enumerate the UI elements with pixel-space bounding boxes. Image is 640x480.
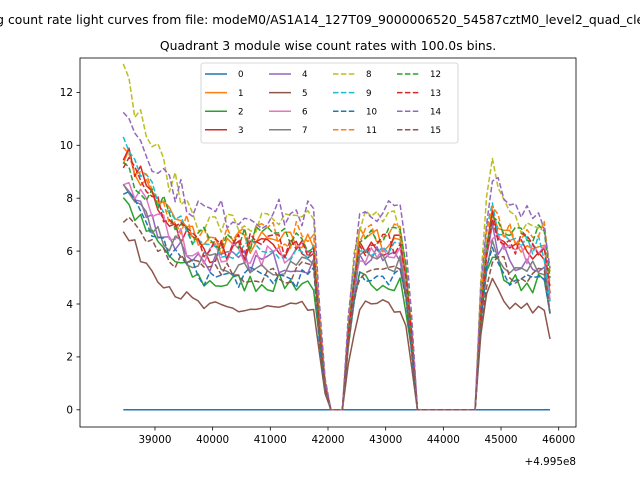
y-tick-label: 0: [66, 405, 73, 417]
legend-label-8: 8: [366, 70, 372, 80]
y-tick-label: 8: [66, 193, 73, 205]
x-tick-label: 46000: [542, 434, 575, 446]
legend-label-3: 3: [238, 126, 244, 136]
y-tick-label: 4: [66, 299, 73, 311]
legend-label-14: 14: [430, 107, 442, 117]
y-tick-label: 6: [66, 246, 73, 258]
legend-label-10: 10: [366, 107, 377, 117]
x-tick-label: 45000: [484, 434, 517, 446]
x-tick-label: 40000: [196, 434, 229, 446]
legend-label-1: 1: [238, 89, 244, 99]
legend-label-0: 0: [238, 70, 244, 80]
series-line-14: [122, 111, 551, 411]
legend-label-13: 13: [430, 89, 441, 99]
x-tick-label: 39000: [138, 434, 171, 446]
x-axis: 39000 40000 41000 42000 43000 44000 45000 46000: [138, 427, 575, 446]
y-axis: 0 2 4 6 8 10 12: [60, 87, 80, 417]
legend-label-15: 15: [430, 126, 441, 136]
x-tick-label: 43000: [369, 434, 402, 446]
y-tick-label: 2: [66, 352, 73, 364]
legend-label-5: 5: [302, 89, 308, 99]
x-axis-offset-label: +4.995e8: [525, 456, 576, 468]
x-tick-label: 44000: [427, 434, 460, 446]
x-tick-label: 42000: [311, 434, 344, 446]
legend-label-9: 9: [366, 89, 372, 99]
legend-label-2: 2: [238, 107, 244, 117]
legend-label-12: 12: [430, 70, 441, 80]
series-line-15: [122, 216, 551, 411]
series-line-12: [122, 161, 551, 411]
legend-box: [200, 62, 459, 144]
figure-suptitle: Plotting count rate light curves from fi…: [0, 12, 640, 27]
legend-label-11: 11: [366, 126, 377, 136]
y-tick-label: 12: [60, 87, 73, 99]
y-tick-label: 10: [60, 140, 73, 152]
chart-title: Quadrant 3 module wise count rates with …: [160, 38, 496, 53]
legend-label-7: 7: [302, 126, 308, 136]
x-tick-label: 41000: [254, 434, 287, 446]
series-layer: [122, 63, 551, 411]
legend-label-6: 6: [302, 107, 308, 117]
legend-label-4: 4: [302, 70, 308, 80]
